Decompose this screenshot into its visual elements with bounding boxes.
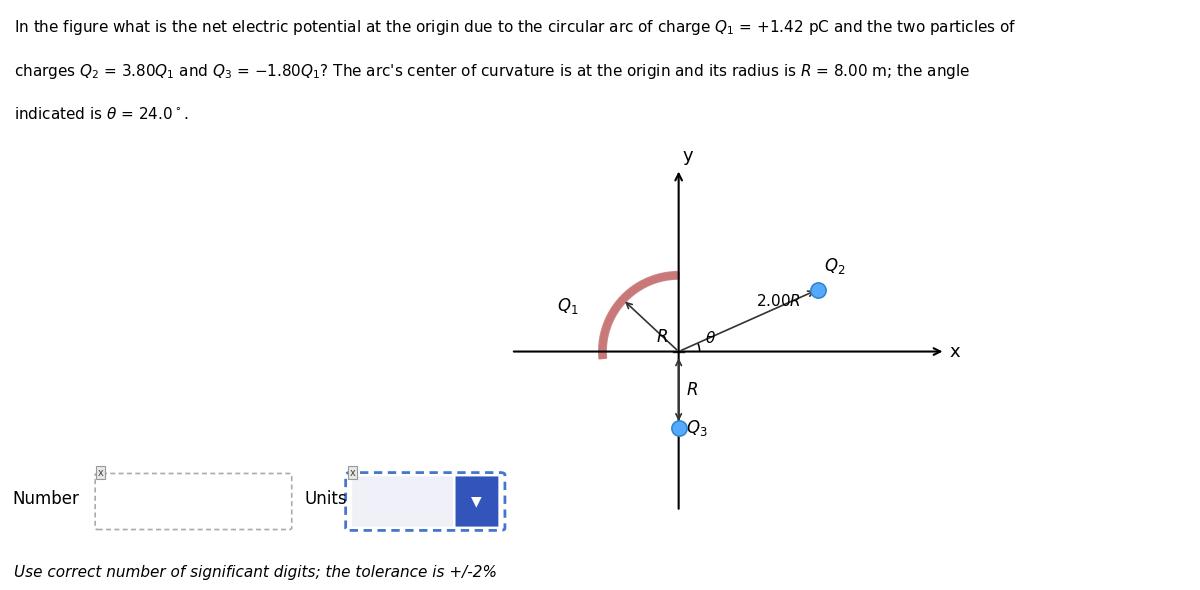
Text: $Q_1$: $Q_1$ — [558, 296, 578, 316]
Text: x: x — [97, 467, 103, 477]
Text: x: x — [949, 343, 960, 360]
Text: Units: Units — [305, 490, 347, 507]
Text: ▼: ▼ — [472, 494, 482, 509]
Text: Use correct number of significant digits; the tolerance is +/-2%: Use correct number of significant digits… — [14, 565, 498, 580]
Text: $R$: $R$ — [655, 328, 667, 346]
Text: $R$: $R$ — [686, 381, 698, 399]
Text: $Q_2$: $Q_2$ — [824, 256, 845, 276]
Point — [670, 423, 689, 432]
Text: charges $Q_2$ = 3.80$Q_1$ and $Q_3$ = $-$1.80$Q_1$? The arc's center of curvatur: charges $Q_2$ = 3.80$Q_1$ and $Q_3$ = $-… — [14, 62, 971, 81]
Text: $\theta$: $\theta$ — [706, 330, 716, 346]
FancyBboxPatch shape — [346, 473, 505, 530]
Text: In the figure what is the net electric potential at the origin due to the circul: In the figure what is the net electric p… — [14, 18, 1016, 37]
Text: $Q_3$: $Q_3$ — [686, 418, 708, 438]
Text: 2.00$R$: 2.00$R$ — [756, 293, 802, 309]
Text: indicated is $\theta$ = 24.0$^\circ$.: indicated is $\theta$ = 24.0$^\circ$. — [14, 106, 190, 122]
FancyBboxPatch shape — [95, 473, 292, 530]
Text: x: x — [349, 467, 355, 477]
FancyBboxPatch shape — [353, 477, 454, 526]
Point — [809, 285, 828, 294]
FancyBboxPatch shape — [456, 477, 498, 526]
Text: Number: Number — [12, 490, 79, 507]
Text: y: y — [683, 147, 694, 165]
